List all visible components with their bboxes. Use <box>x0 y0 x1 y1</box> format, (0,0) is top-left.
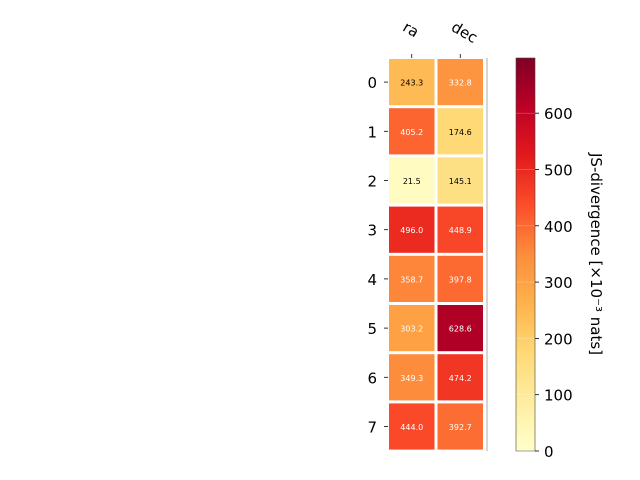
colorbar-tick-label: 500 <box>544 161 573 179</box>
row-label: 2 <box>367 173 377 191</box>
row-tick-labels: 0 1 2 3 4 5 6 7 <box>367 74 388 437</box>
cell-value-label: 392.7 <box>449 423 472 432</box>
row-label: 0 <box>367 74 377 92</box>
cell-value-label: 145.1 <box>449 177 472 186</box>
cell-value-label: 243.3 <box>400 79 423 88</box>
colorbar: 0 100 200 300 400 500 600 <box>515 57 573 461</box>
cell-value-label: 496.0 <box>400 226 423 235</box>
heatmap-cell <box>437 157 483 204</box>
heatmap-cell <box>437 206 483 253</box>
colorbar-gradient <box>515 57 536 452</box>
row-label: 7 <box>367 419 377 437</box>
colorbar-tick-label: 100 <box>544 387 573 405</box>
heatmap-cell <box>389 206 435 253</box>
heatmap-cell <box>389 59 435 106</box>
colorbar-tick-label: 400 <box>544 218 573 236</box>
row-label: 1 <box>367 123 377 141</box>
heatmap-cell <box>389 354 435 401</box>
heatmap-cell <box>437 255 483 302</box>
colorbar-tick-label: 300 <box>544 274 573 292</box>
colorbar-label: JS-divergence [×10⁻³ nats] <box>587 152 605 355</box>
colorbar-tick-label: 200 <box>544 330 573 348</box>
cell-value-label: 474.2 <box>449 374 472 383</box>
cell-value-label: 405.2 <box>400 128 423 137</box>
column-label: ra <box>400 18 422 41</box>
row-label: 5 <box>367 320 377 338</box>
heatmap-cell <box>389 157 435 204</box>
heatmap-cell <box>437 354 483 401</box>
column-label: dec <box>448 18 480 47</box>
cell-value-label: 448.9 <box>449 226 472 235</box>
heatmap-cell <box>437 108 483 155</box>
heatmap-grid: 243.3 332.8 405.2 174.6 21.5 145.1 496.0 448.9 3… <box>389 58 488 451</box>
heatmap-cell <box>437 59 483 106</box>
cell-value-label: 444.0 <box>400 423 423 432</box>
cell-value-label: 628.6 <box>449 325 472 334</box>
colorbar-tick-label: 0 <box>544 443 554 461</box>
heatmap-cell <box>437 305 483 352</box>
cell-value-label: 358.7 <box>400 275 423 284</box>
row-label: 4 <box>367 271 377 289</box>
cell-value-label: 174.6 <box>449 128 472 137</box>
heatmap-cell <box>437 403 483 450</box>
cell-value-label: 349.3 <box>400 374 423 383</box>
heatmap-cell <box>389 305 435 352</box>
heatmap-cell <box>389 108 435 155</box>
colorbar-tick-label: 600 <box>544 105 573 123</box>
cell-value-label: 303.2 <box>400 325 423 334</box>
cell-value-label: 397.8 <box>449 275 472 284</box>
row-label: 6 <box>367 369 377 387</box>
row-label: 3 <box>367 222 377 240</box>
cell-value-label: 21.5 <box>403 177 421 186</box>
heatmap-cell <box>389 255 435 302</box>
cell-value-label: 332.8 <box>449 79 472 88</box>
heatmap-cell <box>389 403 435 450</box>
column-tick-labels: ra dec <box>400 18 481 58</box>
